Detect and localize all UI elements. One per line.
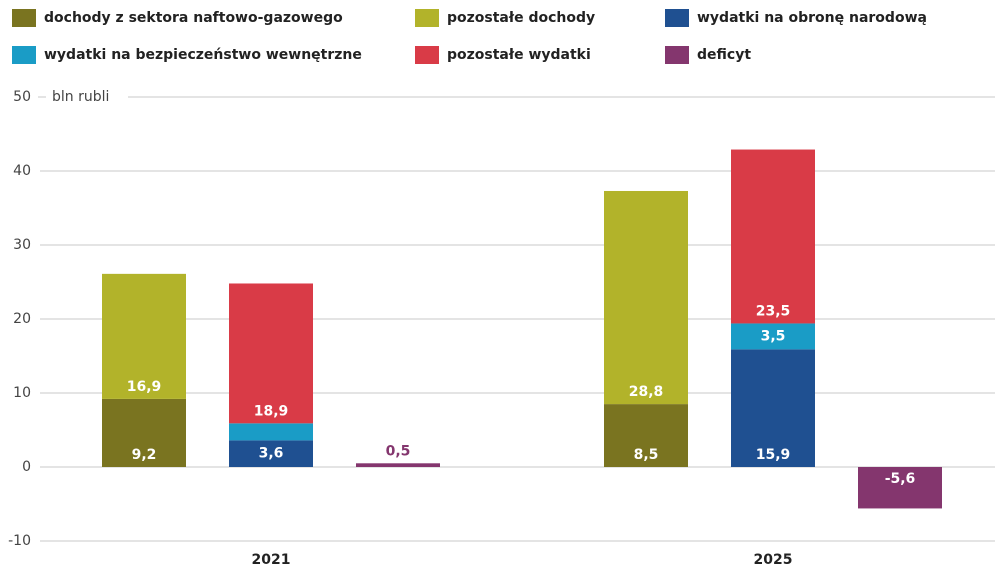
y-tick-label: 0 [22, 459, 31, 475]
value-label: -5,6 [885, 471, 916, 487]
value-label: 15,9 [756, 447, 791, 463]
legend-label: wydatki na obronę narodową [697, 10, 927, 26]
y-tick-label: 30 [13, 237, 31, 253]
bar-segment [229, 423, 313, 441]
y-axis-label: bln rubli [52, 89, 109, 105]
value-label: 3,5 [761, 328, 786, 344]
bar-segment [229, 283, 313, 424]
y-tick-label: 40 [13, 163, 31, 179]
value-label: 16,9 [127, 379, 162, 395]
bar-segment [604, 404, 688, 467]
x-tick-label: 2021 [252, 552, 291, 568]
bar-segment [731, 349, 815, 467]
value-label: 9,2 [132, 447, 157, 463]
bar-segment [604, 190, 688, 405]
bar-segment [731, 149, 815, 324]
y-tick-label: 20 [13, 311, 31, 327]
value-label: 0,5 [386, 443, 411, 459]
y-tick-label: 50 [13, 89, 31, 105]
bar-segment [356, 463, 440, 467]
value-label: 3,6 [259, 446, 284, 462]
axis-label-bg [36, 87, 128, 107]
value-label: 23,5 [756, 303, 791, 319]
y-tick-label: -10 [8, 533, 31, 549]
bar-segment [102, 273, 186, 399]
legend-label: pozostałe wydatki [447, 47, 591, 63]
legend-swatch [665, 9, 689, 27]
legend-swatch [12, 46, 36, 64]
legend-label: deficyt [697, 47, 751, 63]
bar-segment [102, 398, 186, 467]
x-tick-label: 2025 [754, 552, 793, 568]
value-label: 28,8 [629, 384, 664, 400]
y-tick-label: 10 [13, 385, 31, 401]
bar-segment [858, 467, 942, 509]
legend-swatch [12, 9, 36, 27]
value-label: 18,9 [254, 403, 289, 419]
legend-label: wydatki na bezpieczeństwo wewnętrzne [44, 47, 362, 63]
legend-swatch [415, 46, 439, 64]
legend-label: dochody z sektora naftowo-gazowego [44, 10, 343, 26]
bar-segment [731, 323, 815, 350]
bar-segment [229, 440, 313, 467]
legend-swatch [665, 46, 689, 64]
legend-label: pozostałe dochody [447, 10, 595, 26]
legend-swatch [415, 9, 439, 27]
value-label: 8,5 [634, 447, 659, 463]
